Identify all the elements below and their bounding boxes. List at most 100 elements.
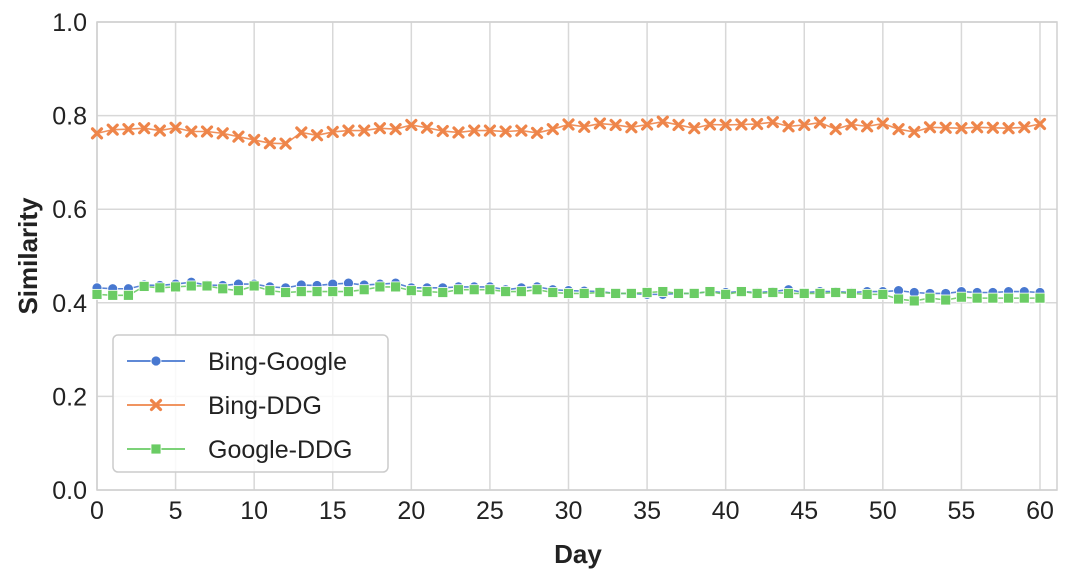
x-tick-label: 20	[397, 497, 425, 525]
data-point	[263, 137, 276, 150]
data-point	[610, 288, 622, 299]
data-point	[609, 118, 622, 132]
x-tick-labels: 0 5 10 15 20 25 30 35 40 45 50 55 60	[90, 497, 1054, 525]
data-point	[343, 286, 354, 297]
data-point	[1003, 292, 1014, 304]
data-point	[955, 122, 968, 135]
y-tick-label: 0.2	[52, 383, 87, 411]
data-point	[107, 289, 119, 301]
data-point	[468, 284, 480, 296]
x-tick-label: 50	[869, 497, 897, 525]
data-point	[515, 124, 528, 137]
y-tick-label: 0.0	[52, 477, 87, 505]
data-point	[153, 124, 166, 137]
data-point	[829, 123, 842, 136]
data-point	[310, 129, 324, 142]
data-point	[90, 127, 104, 140]
x-tick-label: 0	[90, 497, 104, 525]
legend-label: Bing-DDG	[208, 392, 322, 420]
data-point	[437, 287, 449, 298]
data-point	[1018, 292, 1030, 304]
data-point	[971, 292, 983, 304]
x-tick-label: 25	[476, 497, 504, 525]
data-point	[704, 286, 716, 297]
data-point	[483, 124, 497, 137]
data-point	[217, 283, 229, 295]
data-point	[782, 120, 795, 133]
data-point	[546, 123, 559, 136]
data-point	[767, 287, 779, 298]
data-point	[625, 121, 638, 134]
data-point	[861, 120, 874, 133]
data-point	[688, 288, 700, 299]
data-point	[91, 288, 103, 300]
data-point	[703, 118, 717, 131]
data-point	[1034, 292, 1046, 304]
series-group	[90, 115, 1047, 307]
data-point	[578, 120, 591, 133]
data-point	[861, 288, 873, 300]
data-point	[893, 293, 904, 305]
data-point	[751, 117, 764, 131]
data-point	[531, 284, 543, 296]
data-point	[327, 286, 339, 297]
data-point	[547, 287, 559, 298]
data-point	[814, 288, 826, 299]
data-point	[720, 288, 732, 300]
data-point	[735, 118, 748, 131]
data-point	[656, 115, 669, 128]
x-tick-label: 35	[633, 497, 661, 525]
data-point	[420, 121, 434, 134]
data-point	[672, 118, 685, 132]
data-point	[986, 121, 999, 134]
data-point	[783, 288, 794, 299]
data-point	[908, 125, 921, 139]
data-point	[138, 281, 150, 292]
data-point	[484, 284, 496, 296]
plot-area-frame	[96, 21, 1058, 491]
data-point	[751, 288, 763, 299]
data-point	[373, 122, 386, 135]
data-point	[563, 288, 574, 299]
data-point	[216, 127, 229, 140]
data-point	[436, 124, 449, 138]
data-point	[1018, 121, 1031, 134]
legend-marker-circle	[150, 355, 162, 367]
y-axis-label: Similarity	[13, 197, 43, 315]
data-point	[924, 292, 936, 304]
data-point	[200, 125, 214, 138]
data-point	[594, 287, 606, 298]
x-tick-label: 10	[240, 497, 268, 525]
x-tick-label: 30	[555, 497, 583, 525]
data-point	[122, 123, 135, 136]
legend-marker-x	[149, 398, 163, 412]
data-point	[374, 281, 386, 293]
data-point	[123, 289, 134, 301]
legend-label: Google-DDG	[208, 436, 353, 464]
data-point	[641, 287, 653, 298]
data-point	[421, 286, 433, 297]
x-tick-label: 60	[1026, 497, 1054, 525]
y-tick-label: 0.8	[52, 103, 87, 131]
data-point	[939, 121, 952, 134]
data-point	[169, 121, 182, 134]
data-point	[358, 284, 370, 296]
y-tick-label: 1.0	[52, 9, 87, 37]
data-point	[530, 126, 544, 140]
data-point	[468, 124, 481, 137]
data-point	[311, 286, 323, 297]
data-point	[389, 123, 402, 136]
x-tick-label: 5	[169, 497, 183, 525]
x-tick-label: 55	[948, 497, 976, 525]
data-point	[248, 280, 260, 292]
data-point	[170, 281, 181, 293]
data-point	[233, 285, 244, 297]
legend: Bing-Google Bing-DDG Google-DDG	[112, 334, 389, 473]
data-point	[500, 286, 512, 297]
data-point	[106, 123, 119, 136]
data-point	[688, 122, 701, 135]
x-tick-label: 40	[712, 497, 740, 525]
data-point	[578, 288, 590, 299]
data-point	[562, 118, 575, 131]
